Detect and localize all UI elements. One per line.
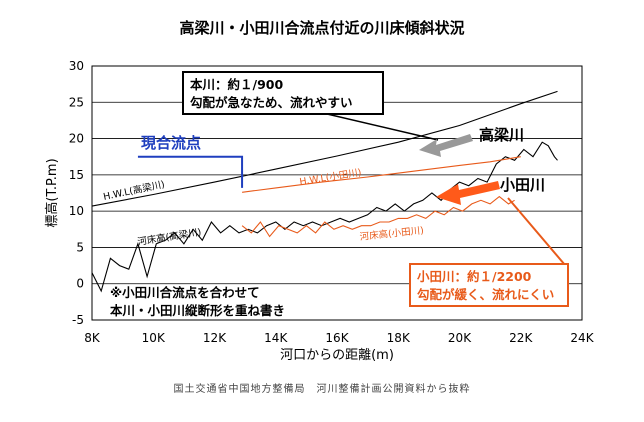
main-callout-line1: 本川：約１/900: [190, 77, 283, 92]
x-tick-label: 14K: [264, 331, 288, 345]
x-tick-label: 22K: [509, 331, 533, 345]
x-tick-label: 16K: [325, 331, 349, 345]
y-axis-label: 標高(T.P.m): [44, 158, 60, 227]
main-slope-callout: 本川：約１/900 勾配が急なため、流れやすい: [182, 71, 439, 141]
plot-frame: [91, 65, 583, 321]
takahashi-flow-arrow: [419, 134, 473, 157]
y-tick-label: 10: [69, 204, 84, 218]
oda-callout-pointer: [507, 197, 566, 266]
oda-river-label: 小田川: [500, 176, 545, 194]
chart-title: 高梁川・小田川合流点付近の川床傾斜状況: [179, 19, 464, 37]
x-tick-label: 18K: [387, 331, 411, 345]
series-bed-takahashi: [91, 141, 558, 293]
x-tick-label: 10K: [142, 331, 166, 345]
oda-flow-arrow: [436, 181, 500, 205]
main-callout-box: [182, 71, 384, 115]
overlay-note-line1: ※小田川合流点を合わせて: [110, 285, 260, 300]
oda-callout-box: [409, 263, 569, 307]
series-layer: [91, 90, 558, 293]
takahashi-river-label: 高梁川: [479, 126, 524, 144]
oda-callout-line2: 勾配が緩く、流れにくい: [417, 287, 554, 302]
series-bed-oda: [241, 195, 515, 238]
source-note: 国土交通省中国地方整備局 河川整備計画公開資料から抜粋: [174, 382, 471, 395]
y-tick-label: 25: [69, 95, 84, 109]
x-tick-labels: 8K 10K 12K 14K 16K 18K 20K 22K 24K: [84, 331, 594, 345]
y-tick-label: 30: [69, 59, 84, 73]
series-label-bed-oda: 河床高(小田川): [359, 224, 424, 243]
x-tick-label: 24K: [570, 331, 594, 345]
y-tick-label: -5: [72, 313, 84, 327]
series-label-hwl-takahashi: H.W.L(高梁川): [102, 178, 166, 203]
oda-slope-callout: 小田川：約１/2200 勾配が緩く、流れにくい: [409, 197, 569, 307]
main-callout-line2: 勾配が急なため、流れやすい: [190, 95, 353, 110]
y-tick-label: 5: [76, 240, 84, 254]
x-tick-label: 12K: [203, 331, 227, 345]
grid: [92, 65, 582, 321]
overlay-note-line2: 本川・小田川縦断形を重ね書き: [110, 303, 285, 318]
y-tick-label: 15: [69, 168, 84, 182]
series-hwl-oda: [242, 156, 521, 193]
y-tick-labels: -5 0 5 10 15 20 25 30: [69, 59, 84, 327]
y-tick-label: 0: [76, 277, 84, 291]
x-tick-label: 20K: [448, 331, 472, 345]
confluence-marker: [137, 155, 244, 188]
series-label-hwl-oda: H.W.L(小田川): [299, 167, 362, 188]
confluence-label: 現合流点: [141, 134, 201, 152]
series-hwl-takahashi: [91, 90, 558, 207]
x-axis-label: 河口からの距離(m): [280, 348, 394, 363]
oda-callout-line1: 小田川：約１/2200: [416, 269, 532, 284]
series-label-bed-takahashi: 河床高(高梁川): [137, 226, 203, 248]
x-tick-label: 8K: [84, 331, 101, 345]
y-tick-label: 20: [69, 132, 84, 146]
